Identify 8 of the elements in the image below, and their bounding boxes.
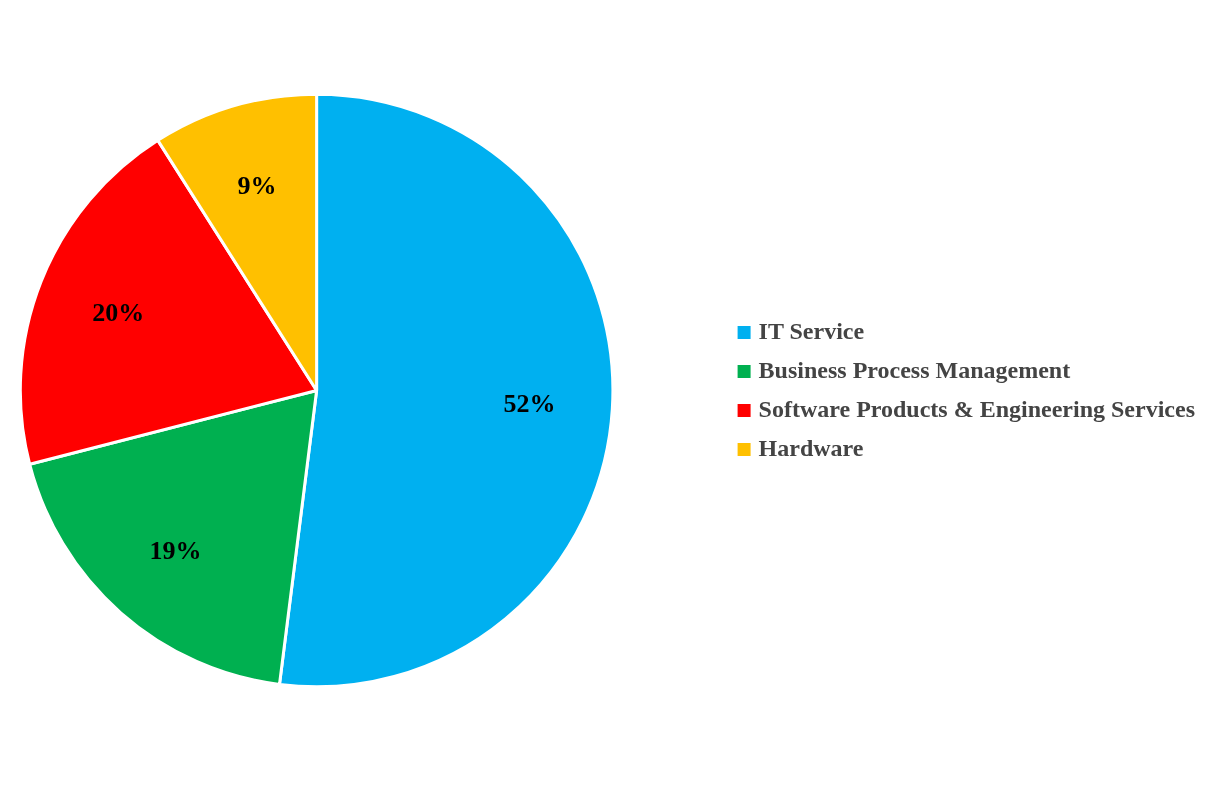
data-label: 19% [149,535,202,565]
legend-label: Business Process Management [758,357,1071,384]
legend-label: IT Service [758,318,865,345]
legend-label: Hardware [758,435,864,462]
legend-label: Software Products & Engineering Services [758,396,1195,423]
data-label: 20% [92,297,145,327]
data-label: 9% [237,171,277,201]
data-label: 52% [503,389,556,419]
